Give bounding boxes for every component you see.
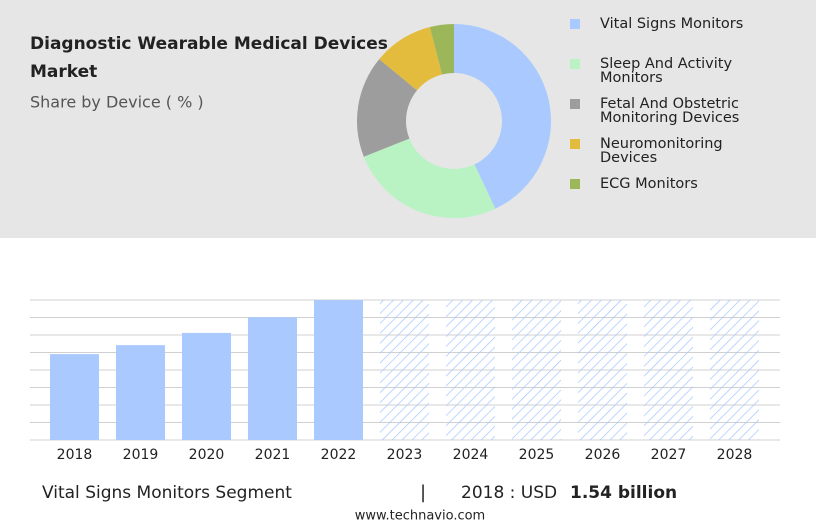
segment-label: Vital Signs Monitors Segment xyxy=(42,483,292,503)
donut-slice xyxy=(379,27,443,91)
legend-swatch xyxy=(570,19,580,29)
forecast-placeholder xyxy=(578,300,627,440)
chart-title: Diagnostic Wearable Medical Devices Marke… xyxy=(30,34,388,82)
forecast-placeholder xyxy=(446,300,495,440)
legend-label: Vital Signs Monitors xyxy=(600,16,743,32)
donut-slice xyxy=(357,59,418,157)
x-tick-label: 2025 xyxy=(519,447,555,463)
legend-swatch xyxy=(570,179,580,189)
chart-subtitle: Share by Device ( % ) xyxy=(30,93,204,112)
bar xyxy=(50,354,99,440)
forecast-placeholder xyxy=(380,300,429,440)
bar xyxy=(116,345,165,440)
x-tick-label: 2020 xyxy=(189,447,225,463)
x-tick-label: 2027 xyxy=(651,447,687,463)
highlight-value: 1.54 billion xyxy=(570,483,677,503)
bar xyxy=(314,300,363,440)
x-tick-label: 2022 xyxy=(321,447,357,463)
forecast-placeholder xyxy=(512,300,561,440)
x-tick-label: 2024 xyxy=(453,447,489,463)
highlight-prefix: 2018 : USD xyxy=(461,483,557,503)
x-tick-label: 2021 xyxy=(255,447,291,463)
legend-label: ECG Monitors xyxy=(600,176,698,192)
donut-slice xyxy=(454,24,551,209)
separator: | xyxy=(420,482,426,503)
bar xyxy=(182,332,231,440)
donut-slice xyxy=(363,138,496,218)
legend-swatch xyxy=(570,139,580,149)
bar xyxy=(248,317,297,440)
legend-label: Sleep And Activity Monitors xyxy=(600,56,732,86)
x-tick-label: 2019 xyxy=(123,447,159,463)
x-tick-label: 2023 xyxy=(387,447,423,463)
x-tick-label: 2018 xyxy=(57,447,93,463)
x-tick-label: 2026 xyxy=(585,447,621,463)
legend-label: Neuromonitoring Devices xyxy=(600,136,723,166)
x-tick-label: 2028 xyxy=(717,447,753,463)
forecast-placeholder xyxy=(644,300,693,440)
legend-swatch xyxy=(570,99,580,109)
source: www.technavio.com xyxy=(355,509,485,524)
forecast-placeholder xyxy=(710,300,759,440)
donut-slice xyxy=(429,24,454,75)
legend-label: Fetal And Obstetric Monitoring Devices xyxy=(600,96,739,126)
legend-swatch xyxy=(570,59,580,69)
